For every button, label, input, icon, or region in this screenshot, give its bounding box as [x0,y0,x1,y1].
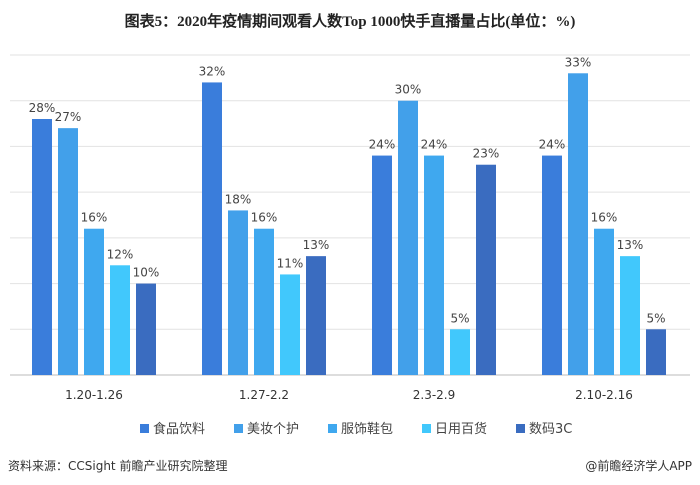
data-label: 23% [473,147,500,161]
bar [84,228,104,375]
bar [372,155,392,375]
legend-swatch [234,424,243,433]
data-label: 33% [565,55,592,69]
legend-swatch [140,424,149,433]
data-label: 24% [369,138,396,152]
bar [202,82,222,375]
data-label: 16% [81,211,108,225]
source-note: 资料来源：CCSight 前瞻产业研究院整理 [8,459,228,473]
data-label: 5% [646,311,665,325]
bar [450,329,470,375]
bar [398,100,418,375]
chart-title: 图表5：2020年疫情期间观看人数Top 1000快手直播量占比(单位：%) [124,14,576,30]
bar [32,119,52,375]
bar [620,256,640,375]
data-label: 18% [225,192,252,206]
data-label: 32% [199,64,226,78]
bar [594,228,614,375]
bar [306,256,326,375]
legend-swatch [516,424,525,433]
legend-label: 美妆个护 [247,422,299,437]
data-label: 24% [421,138,448,152]
bar [476,164,496,375]
x-tick-label: 2.10-2.16 [575,388,633,402]
x-tick-label: 1.20-1.26 [65,388,123,402]
bar [136,283,156,375]
legend-label: 服饰鞋包 [341,421,393,437]
bar [568,73,588,376]
data-label: 5% [450,311,469,325]
bar [228,210,248,375]
bar [58,128,78,375]
legend-label: 日用百货 [435,421,487,437]
bar [254,228,274,375]
data-label: 16% [591,211,618,225]
data-label: 13% [617,238,644,252]
data-label: 11% [277,256,304,270]
legend-swatch [422,424,431,433]
data-label: 24% [539,138,566,152]
bar [424,155,444,375]
x-tick-label: 2.3-2.9 [413,388,456,402]
brand-credit: @前瞻经济学人APP [585,459,692,473]
x-tick-label: 1.27-2.2 [239,388,289,402]
data-label: 16% [251,211,278,225]
bar [542,155,562,375]
data-label: 30% [395,83,422,97]
legend-label: 数码3C [529,422,572,437]
data-label: 27% [55,110,82,124]
bar [280,274,300,375]
legend-label: 食品饮料 [153,421,205,437]
data-label: 12% [107,247,134,261]
data-label: 28% [29,101,56,115]
data-label: 13% [303,238,330,252]
bar [110,265,130,375]
legend-swatch [328,424,337,433]
data-label: 10% [133,266,160,280]
bar [646,329,666,375]
